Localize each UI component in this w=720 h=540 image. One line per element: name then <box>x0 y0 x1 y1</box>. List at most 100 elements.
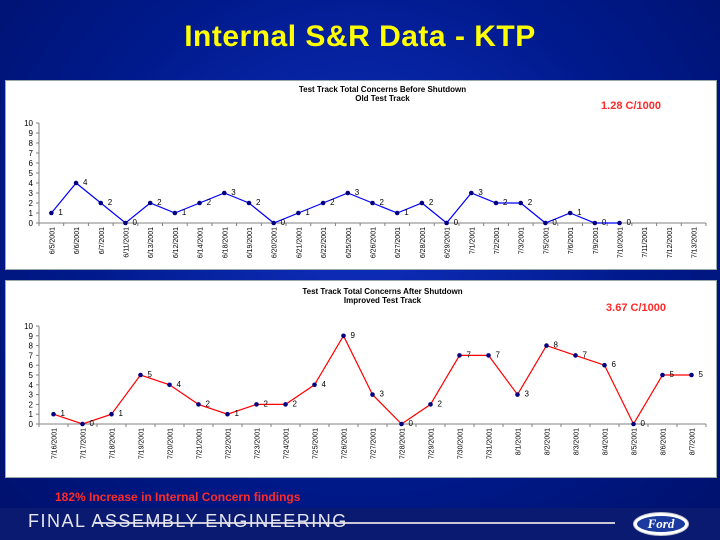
data-point <box>341 333 346 339</box>
data-label: 2 <box>264 399 269 408</box>
data-point <box>469 190 474 196</box>
data-label: 5 <box>670 370 675 379</box>
x-tick-label: 7/13/2001 <box>692 227 699 258</box>
x-tick-label: 8/3/2001 <box>574 428 581 455</box>
footer-note: 182% Increase in Internal Concern findin… <box>55 490 301 504</box>
data-point <box>51 411 56 417</box>
data-point <box>147 200 153 206</box>
y-tick-label: 7 <box>29 149 34 158</box>
data-label: 0 <box>281 218 286 227</box>
data-point <box>138 372 143 378</box>
data-label: 2 <box>293 399 298 408</box>
x-tick-label: 7/21/2001 <box>197 428 204 459</box>
data-point <box>543 220 548 226</box>
data-label: 4 <box>322 380 327 389</box>
x-tick-label: 7/16/2001 <box>52 428 59 459</box>
x-tick-label: 7/25/2001 <box>313 428 320 459</box>
data-point <box>399 421 404 427</box>
x-tick-label: 6/25/2001 <box>346 227 353 258</box>
x-tick-label: 7/17/2001 <box>81 428 88 459</box>
data-label: 2 <box>528 198 533 207</box>
x-tick-label: 6/29/2001 <box>445 227 452 258</box>
data-point <box>172 210 178 216</box>
data-point <box>518 200 524 206</box>
data-label: 2 <box>429 198 434 207</box>
data-label: 0 <box>641 419 646 428</box>
x-tick-label: 6/22/2001 <box>321 227 328 258</box>
data-label: 1 <box>119 409 124 418</box>
chart-title: Test Track Total Concerns After Shutdown <box>302 287 462 296</box>
data-label: 8 <box>554 341 559 350</box>
x-tick-label: 7/20/2001 <box>168 428 175 459</box>
y-tick-label: 2 <box>29 199 34 208</box>
data-point <box>457 353 462 358</box>
y-tick-label: 0 <box>29 219 34 228</box>
data-label: 0 <box>627 218 632 227</box>
data-point <box>493 200 499 206</box>
data-point <box>49 210 54 216</box>
data-label: 0 <box>90 419 95 428</box>
data-label: 2 <box>256 198 261 207</box>
x-tick-label: 6/19/2001 <box>247 227 254 258</box>
x-tick-label: 6/21/2001 <box>296 227 303 258</box>
ford-logo-icon: Ford <box>633 512 689 536</box>
y-tick-label: 9 <box>29 332 34 341</box>
data-label: 3 <box>355 188 360 197</box>
data-point <box>296 210 301 216</box>
x-tick-label: 7/3/2001 <box>519 227 526 254</box>
data-point <box>320 200 326 206</box>
data-label: 4 <box>83 178 88 187</box>
data-label: 2 <box>330 198 335 207</box>
data-point <box>567 210 573 216</box>
x-tick-label: 7/9/2001 <box>593 227 600 254</box>
x-tick-label: 6/18/2001 <box>222 227 229 258</box>
y-tick-label: 0 <box>29 420 34 429</box>
data-point <box>544 343 549 348</box>
data-point <box>225 411 230 417</box>
data-point <box>345 190 351 196</box>
y-tick-label: 5 <box>29 371 34 380</box>
data-label: 2 <box>503 198 508 207</box>
data-label: 7 <box>583 350 588 359</box>
x-tick-label: 7/23/2001 <box>255 428 262 459</box>
data-point <box>246 200 252 206</box>
data-point <box>221 190 227 196</box>
data-label: 2 <box>207 198 212 207</box>
x-tick-label: 8/4/2001 <box>603 428 610 455</box>
data-label: 0 <box>602 218 607 227</box>
data-point <box>109 411 114 417</box>
chart-before-shutdown: Test Track Total Concerns Before Shutdow… <box>24 85 707 258</box>
x-tick-label: 6/5/2001 <box>49 227 56 254</box>
data-point <box>515 392 520 397</box>
footer-bar <box>0 508 720 540</box>
y-tick-label: 10 <box>24 119 33 128</box>
data-point <box>312 382 317 388</box>
slide-title: Internal S&R Data - KTP <box>184 20 536 53</box>
data-point <box>98 200 104 206</box>
data-label: 2 <box>108 198 113 207</box>
x-tick-label: 7/27/2001 <box>371 428 378 459</box>
y-tick-label: 4 <box>29 179 34 188</box>
chart-annotation: 1.28 C/1000 <box>601 100 661 112</box>
chart-after-shutdown-panel: Test Track Total Concerns After Shutdown… <box>5 280 717 478</box>
data-point <box>592 220 598 226</box>
x-tick-label: 6/20/2001 <box>272 227 279 258</box>
data-label: 6 <box>612 360 617 369</box>
chart-after-shutdown: Test Track Total Concerns After Shutdown… <box>24 287 707 459</box>
data-point <box>689 372 694 378</box>
data-label: 3 <box>231 188 236 197</box>
data-label: 0 <box>552 218 557 227</box>
data-label: 3 <box>525 390 530 399</box>
data-point <box>370 392 375 397</box>
data-point <box>660 372 665 378</box>
data-point <box>80 421 85 427</box>
y-tick-label: 7 <box>29 351 34 360</box>
data-label: 7 <box>467 350 472 359</box>
x-tick-label: 7/5/2001 <box>543 227 550 254</box>
data-label: 0 <box>132 218 137 227</box>
data-point <box>419 200 425 206</box>
y-tick-label: 2 <box>29 400 34 409</box>
x-tick-label: 7/18/2001 <box>110 428 117 459</box>
x-tick-label: 6/27/2001 <box>395 227 402 258</box>
data-point <box>197 200 202 206</box>
